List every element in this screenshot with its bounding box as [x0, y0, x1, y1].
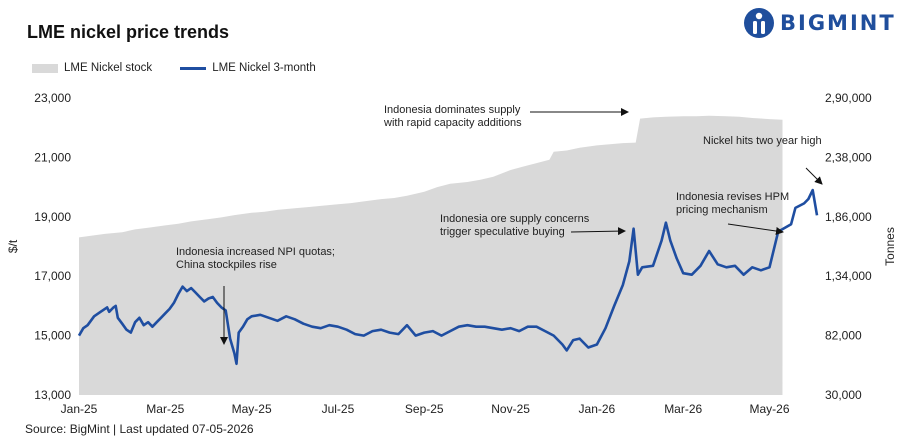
y-left-tick-label: 15,000: [34, 329, 71, 343]
annotation-line: trigger speculative buying: [440, 226, 565, 238]
annotation: Indonesia increased NPI quotas; China sto…: [176, 246, 335, 345]
annotation-arrow: [727, 223, 784, 235]
x-tick-label: May-26: [750, 402, 790, 416]
annotations-layer: Indonesia increased NPI quotas; China sto…: [176, 104, 823, 345]
x-tick-label: Jan-25: [61, 402, 98, 416]
page-title: LME nickel price trends: [27, 22, 230, 42]
price-line: [77, 188, 819, 366]
chart-legend: LME Nickel stock LME Nickel 3-month: [32, 62, 316, 74]
legend-label-stock: LME Nickel stock: [64, 62, 153, 74]
y-left-tick-label: 23,000: [34, 91, 71, 105]
x-tick-label: Nov-25: [491, 402, 530, 416]
y-right-tick-label: 30,000: [825, 388, 862, 402]
y-right-tick-label: 2,90,000: [825, 91, 872, 105]
legend-label-price: LME Nickel 3-month: [212, 62, 316, 74]
annotation-text: Indonesia increased NPI quotas; China sto…: [176, 246, 335, 271]
y-right-tick-label: 1,86,000: [825, 210, 872, 224]
annotation-text: Indonesia revises HPM pricing mechanism: [676, 191, 789, 216]
annotation-line: Indonesia ore supply concerns: [440, 213, 590, 225]
bigmint-person-icon: [744, 8, 774, 38]
annotation-line: Indonesia revises HPM: [676, 191, 789, 203]
y-left-tick-label: 17,000: [34, 269, 71, 283]
x-tick-label: Jan-26: [579, 402, 616, 416]
annotation-arrow: [570, 227, 626, 236]
annotation-arrow: [805, 167, 823, 185]
x-tick-label: Mar-25: [146, 402, 184, 416]
brand-logo: BIGMINT: [742, 6, 902, 40]
annotation-line: Indonesia dominates supply: [384, 104, 521, 116]
annotation: Indonesia ore supply concerns trigger spe…: [440, 213, 626, 238]
x-tick-label: Sep-25: [405, 402, 444, 416]
y-left-axis-label: $/t: [6, 239, 20, 253]
annotation-line: Nickel hits two year high: [703, 135, 822, 147]
axes-layer: 13,000 15,000 17,000 19,000 21,000 23,000 30,0…: [6, 91, 897, 416]
annotation-line: China stockpiles rise: [176, 259, 277, 271]
price-line-layer: [77, 188, 819, 366]
annotation: Indonesia dominates supply with rapid cap…: [383, 104, 629, 129]
x-tick-label: May-25: [232, 402, 272, 416]
legend-swatch-stock: [32, 63, 58, 73]
annotation: Indonesia revises HPM pricing mechanism: [676, 191, 789, 235]
annotation-line: with rapid capacity additions: [383, 117, 522, 129]
y-right-axis-label: Tonnes: [883, 227, 897, 266]
y-right-tick-label: 1,34,000: [825, 269, 872, 283]
brand-name: BIGMINT: [780, 11, 896, 35]
y-left-tick-label: 19,000: [34, 210, 71, 224]
y-right-tick-label: 2,38,000: [825, 150, 872, 164]
annotation-line: pricing mechanism: [676, 204, 768, 216]
y-right-tick-label: 82,000: [825, 329, 862, 343]
annotation-text: Nickel hits two year high: [703, 135, 822, 147]
y-left-tick-label: 13,000: [34, 388, 71, 402]
y-left-tick-label: 21,000: [34, 150, 71, 164]
x-tick-label: Jul-25: [322, 402, 355, 416]
source-note: Source: BigMint | Last updated 07-05-202…: [25, 422, 254, 436]
x-tick-label: Mar-26: [664, 402, 702, 416]
annotation-text: Indonesia ore supply concerns trigger spe…: [440, 213, 590, 238]
annotation: Nickel hits two year high: [703, 135, 823, 185]
annotation-line: Indonesia increased NPI quotas;: [176, 246, 335, 258]
annotation-text: Indonesia dominates supply with rapid cap…: [383, 104, 522, 129]
legend-swatch-price: [180, 66, 207, 70]
